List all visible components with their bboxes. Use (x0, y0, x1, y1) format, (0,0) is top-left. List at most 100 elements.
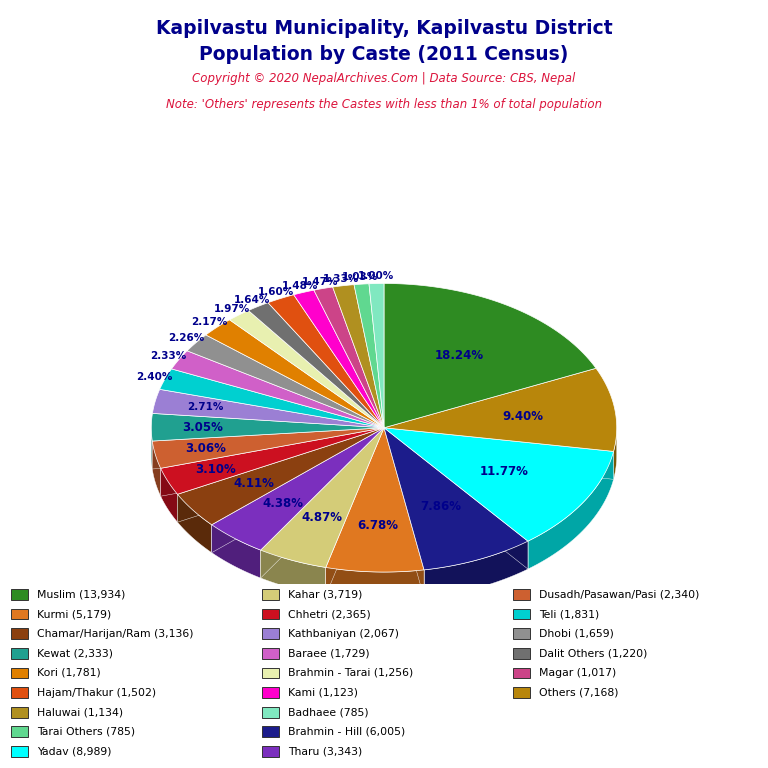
Bar (513, 687, 530, 698)
Text: Tarai Others (785): Tarai Others (785) (37, 727, 135, 737)
Bar (263, 589, 279, 600)
Polygon shape (326, 428, 424, 572)
Polygon shape (369, 283, 384, 428)
Polygon shape (384, 428, 424, 598)
Text: Kurmi (5,179): Kurmi (5,179) (37, 609, 111, 619)
Polygon shape (152, 389, 384, 428)
Text: 18.24%: 18.24% (435, 349, 485, 362)
Polygon shape (528, 452, 614, 569)
Polygon shape (212, 428, 384, 553)
Text: 2.17%: 2.17% (190, 317, 227, 327)
Bar (12, 628, 28, 639)
Text: 2.40%: 2.40% (136, 372, 172, 382)
Polygon shape (326, 568, 424, 600)
Bar (263, 727, 279, 737)
Polygon shape (248, 303, 384, 428)
Text: 2.26%: 2.26% (168, 333, 205, 343)
Text: Dalit Others (1,220): Dalit Others (1,220) (539, 648, 647, 658)
Text: Population by Caste (2011 Census): Population by Caste (2011 Census) (200, 45, 568, 64)
Polygon shape (152, 441, 161, 496)
Polygon shape (384, 428, 614, 479)
Text: 9.40%: 9.40% (502, 410, 543, 423)
Polygon shape (152, 428, 384, 468)
Text: 6.78%: 6.78% (357, 519, 398, 532)
Bar (263, 687, 279, 698)
Text: Chamar/Harijan/Ram (3,136): Chamar/Harijan/Ram (3,136) (37, 629, 194, 639)
Polygon shape (326, 428, 384, 595)
Polygon shape (333, 285, 384, 428)
Polygon shape (177, 428, 384, 525)
Text: 3.06%: 3.06% (185, 442, 226, 455)
Polygon shape (206, 319, 384, 428)
Bar (513, 628, 530, 639)
Bar (12, 707, 28, 717)
Text: Kathbaniyan (2,067): Kathbaniyan (2,067) (288, 629, 399, 639)
Text: Yadav (8,989): Yadav (8,989) (37, 746, 111, 756)
Polygon shape (160, 369, 384, 428)
Text: Brahmin - Hill (6,005): Brahmin - Hill (6,005) (288, 727, 406, 737)
Polygon shape (187, 335, 384, 428)
Polygon shape (152, 428, 384, 469)
Text: 4.38%: 4.38% (262, 497, 303, 509)
Text: Brahmin - Tarai (1,256): Brahmin - Tarai (1,256) (288, 668, 413, 678)
Polygon shape (177, 428, 384, 522)
Text: Dhobi (1,659): Dhobi (1,659) (539, 629, 614, 639)
Bar (12, 727, 28, 737)
Text: Badhaee (785): Badhaee (785) (288, 707, 369, 717)
Bar (263, 707, 279, 717)
Polygon shape (151, 428, 152, 469)
Text: 11.77%: 11.77% (480, 465, 528, 478)
Text: Hajam/Thakur (1,502): Hajam/Thakur (1,502) (37, 687, 156, 697)
Polygon shape (212, 428, 384, 553)
Polygon shape (171, 351, 384, 428)
Bar (263, 746, 279, 757)
Polygon shape (152, 428, 384, 469)
Bar (12, 667, 28, 678)
Text: Muslim (13,934): Muslim (13,934) (37, 590, 125, 600)
Polygon shape (268, 295, 384, 428)
Text: Note: 'Others' represents the Castes with less than 1% of total population: Note: 'Others' represents the Castes wit… (166, 98, 602, 111)
Bar (263, 628, 279, 639)
Polygon shape (614, 428, 617, 479)
Bar (513, 589, 530, 600)
Polygon shape (384, 428, 614, 479)
Text: 4.11%: 4.11% (233, 478, 274, 490)
Polygon shape (424, 541, 528, 598)
Text: 1.33%: 1.33% (323, 273, 359, 283)
Text: Dusadh/Pasawan/Pasi (2,340): Dusadh/Pasawan/Pasi (2,340) (539, 590, 699, 600)
Bar (12, 746, 28, 757)
Text: Baraee (1,729): Baraee (1,729) (288, 648, 369, 658)
Text: 4.87%: 4.87% (301, 511, 342, 525)
Text: Haluwai (1,134): Haluwai (1,134) (37, 707, 123, 717)
Polygon shape (260, 428, 384, 568)
Bar (513, 609, 530, 620)
Text: 1.60%: 1.60% (257, 287, 293, 297)
Bar (12, 648, 28, 659)
Polygon shape (151, 413, 384, 441)
Text: Others (7,168): Others (7,168) (539, 687, 618, 697)
Bar (12, 609, 28, 620)
Bar (513, 648, 530, 659)
Polygon shape (177, 428, 384, 522)
Polygon shape (212, 428, 384, 550)
Polygon shape (384, 428, 528, 570)
Polygon shape (161, 428, 384, 495)
Bar (12, 687, 28, 698)
Text: Kewat (2,333): Kewat (2,333) (37, 648, 113, 658)
Text: Kapilvastu Municipality, Kapilvastu District: Kapilvastu Municipality, Kapilvastu Dist… (156, 19, 612, 38)
Text: 3.10%: 3.10% (195, 463, 236, 476)
Polygon shape (161, 428, 384, 496)
Text: Tharu (3,343): Tharu (3,343) (288, 746, 362, 756)
Polygon shape (314, 287, 384, 428)
Text: 1.97%: 1.97% (214, 304, 250, 314)
Text: Magar (1,017): Magar (1,017) (539, 668, 616, 678)
Bar (263, 667, 279, 678)
Bar (263, 648, 279, 659)
Text: 2.33%: 2.33% (151, 351, 187, 361)
Text: 2.71%: 2.71% (187, 402, 223, 412)
Polygon shape (326, 428, 384, 595)
Text: Kori (1,781): Kori (1,781) (37, 668, 101, 678)
Bar (513, 667, 530, 678)
Polygon shape (384, 428, 614, 541)
Polygon shape (212, 525, 260, 578)
